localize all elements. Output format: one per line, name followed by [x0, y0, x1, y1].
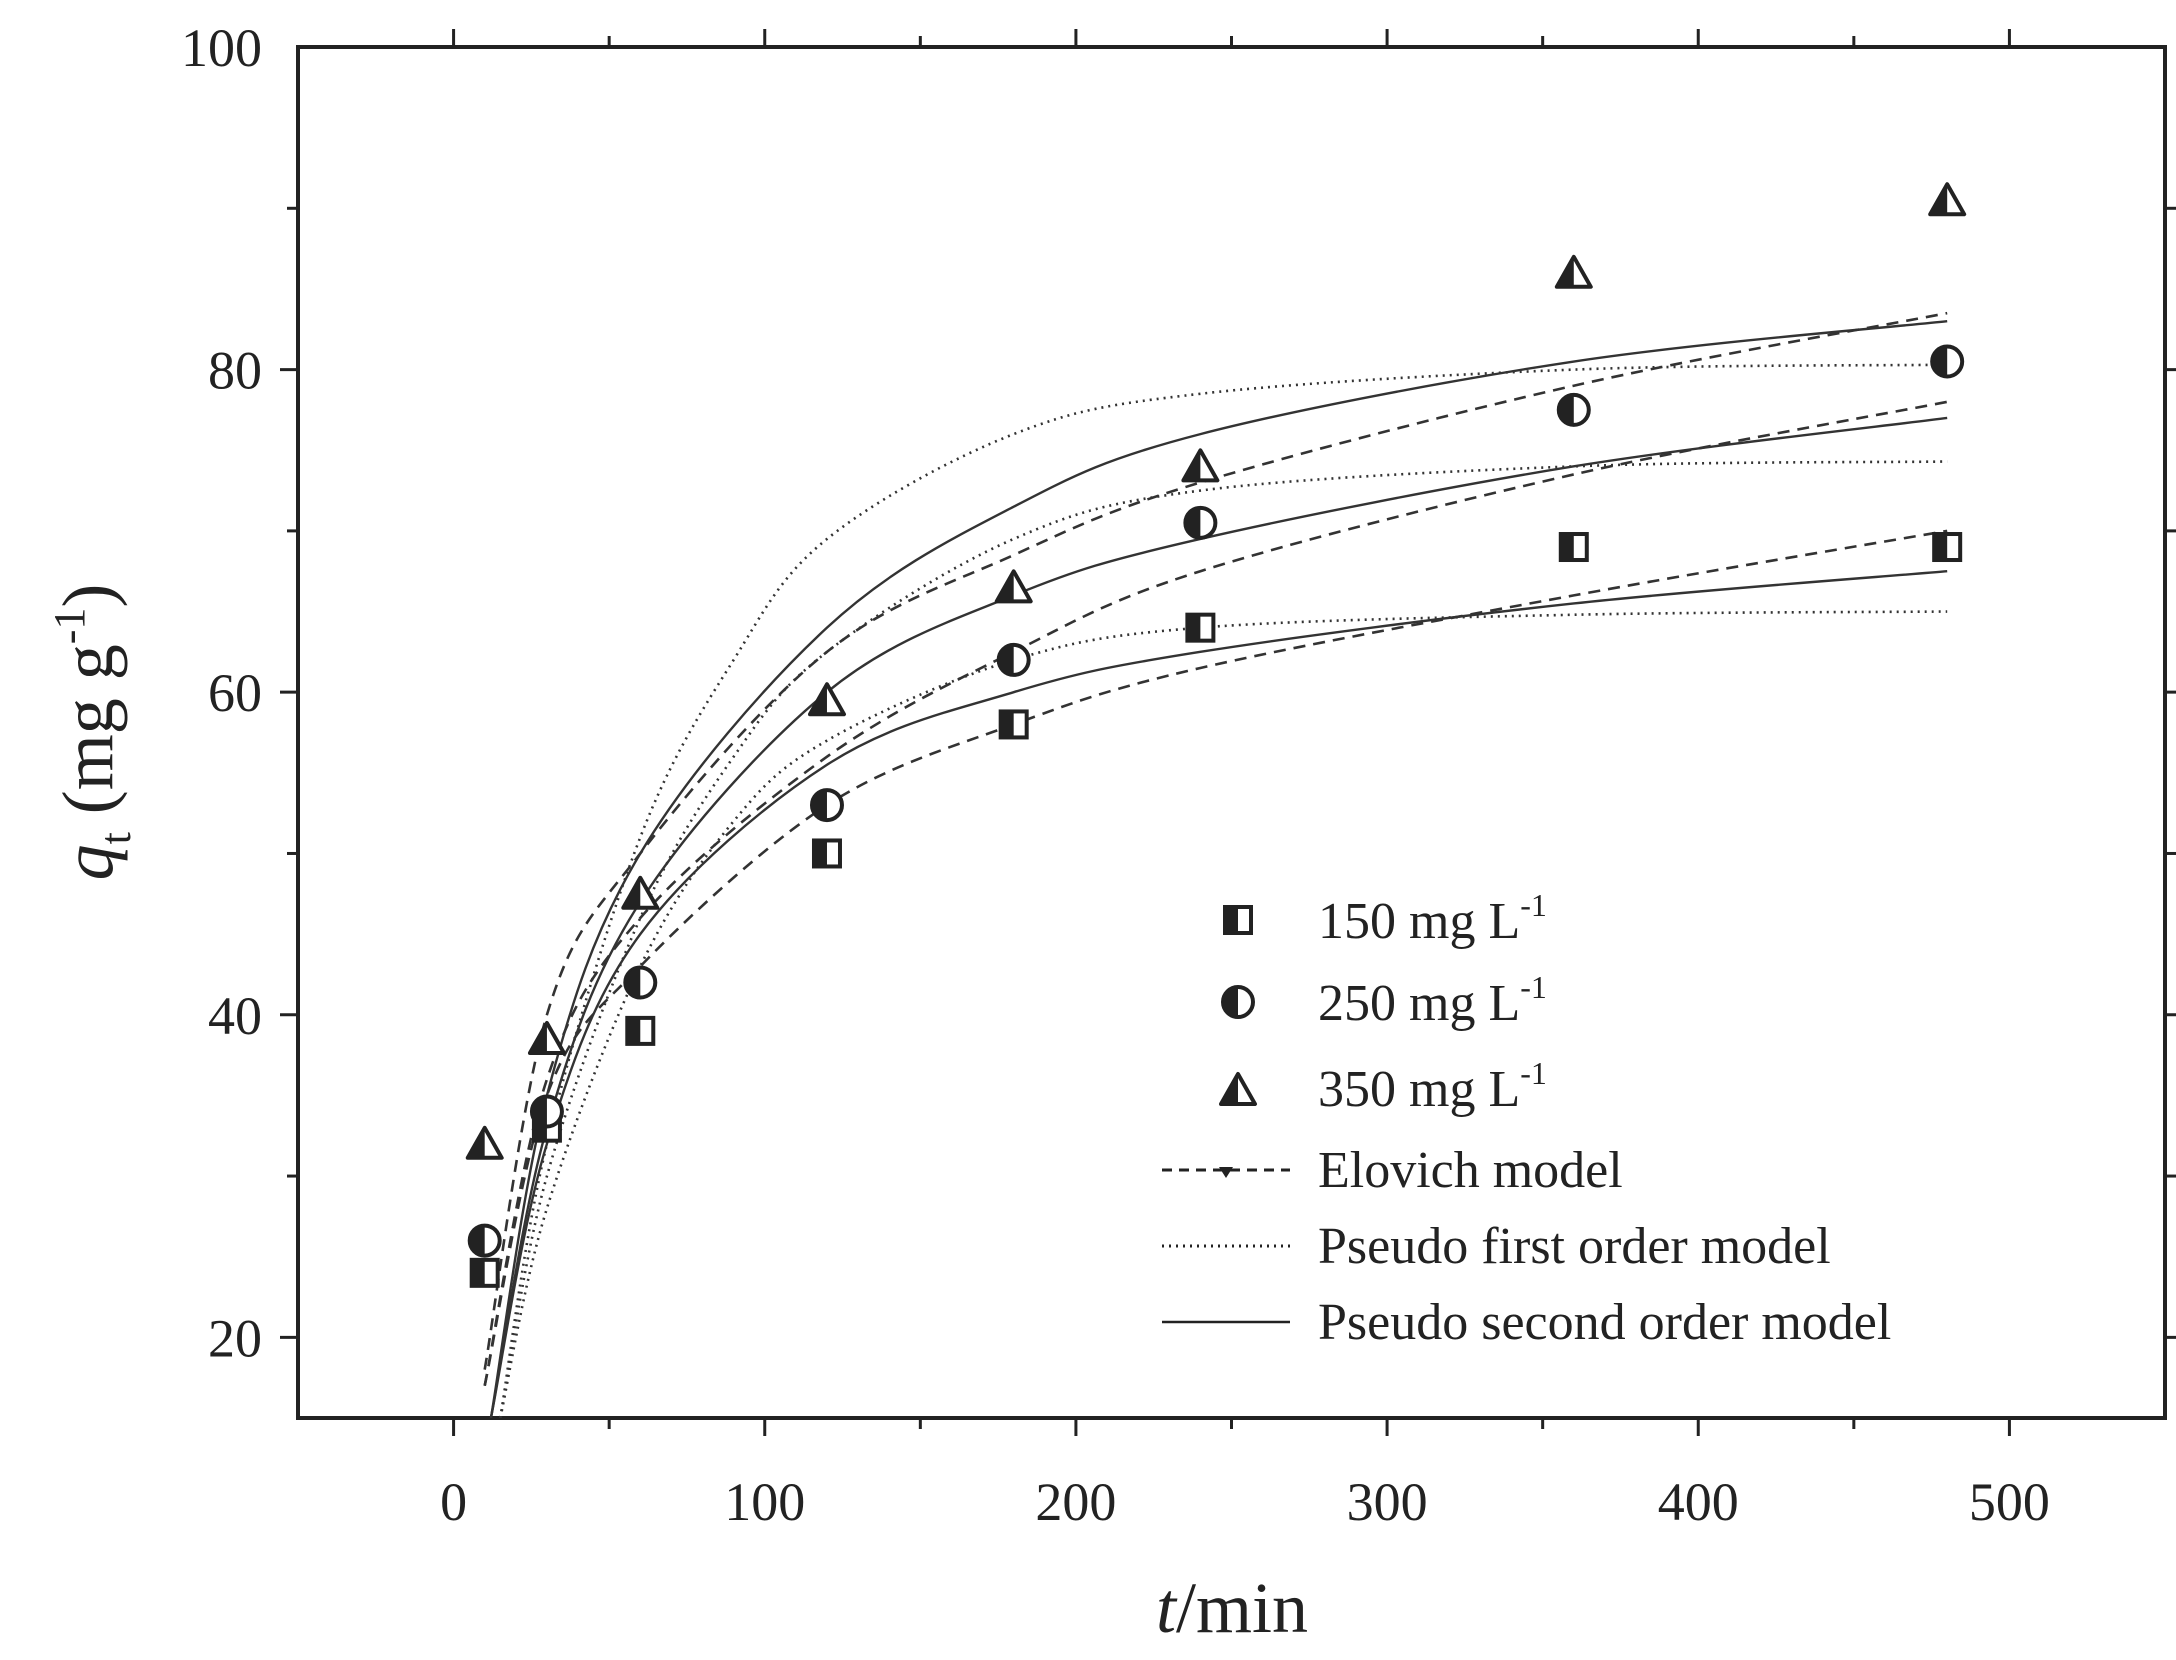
model-curve-dashed-2 [483, 400, 1948, 1386]
legend-entry-elovich: Elovich model [1162, 1142, 1623, 1199]
legend-label-350: 350 mg L-1 [1318, 1055, 1547, 1118]
x-tick-label-500: 500 [1969, 1472, 2050, 1532]
model-curve-solid-3 [489, 320, 1948, 1418]
x-tick-label-100: 100 [724, 1472, 805, 1532]
point-square-half-240 [1185, 612, 1216, 643]
legend-label-pfo: Pseudo first order model [1318, 1218, 1831, 1275]
x-tick-label-400: 400 [1658, 1472, 1739, 1532]
point-triangle-half-120 [807, 682, 846, 717]
x-axis-ticks: 0 100 200 300 400 500 [440, 29, 2050, 1532]
x-tick-label-300: 300 [1347, 1472, 1428, 1532]
point-circle-half-120 [809, 788, 844, 823]
legend: 150 mg L-1 250 mg L-1 350 mg L-1 Elovich… [1162, 887, 1891, 1351]
y-axis-title: qt (mg g-1) [45, 584, 140, 881]
model-curve-solid-1 [489, 570, 1948, 1418]
legend-marker-250 [1221, 985, 1255, 1019]
point-triangle-half-30 [527, 1020, 566, 1055]
model-curve-dotted-3 [498, 363, 1948, 1418]
y-tick-label-20: 20 [208, 1308, 262, 1368]
model-curves [483, 311, 1948, 1418]
legend-label-250: 250 mg L-1 [1318, 969, 1547, 1032]
legend-label-150: 150 mg L-1 [1318, 887, 1547, 950]
model-curve-dashed-3 [483, 311, 1948, 1370]
point-triangle-half-480 [1928, 182, 1967, 217]
point-triangle-half-240 [1181, 448, 1220, 483]
point-square-half-480 [1932, 532, 1963, 563]
model-curve-dotted-1 [498, 610, 1948, 1418]
x-tick-label-0: 0 [440, 1472, 467, 1532]
y-axis-ticks: 20 40 60 80 100 [181, 18, 2176, 1368]
point-circle-half-30 [529, 1094, 564, 1129]
legend-entry-pso: Pseudo second order model [1162, 1294, 1891, 1351]
legend-marker-350 [1219, 1072, 1257, 1106]
plot-frame [296, 45, 2167, 1420]
y-axis-title-italic: q [48, 844, 128, 880]
point-triangle-half-10 [465, 1125, 504, 1160]
data-markers [465, 182, 1967, 1288]
point-square-half-360 [1558, 532, 1589, 563]
model-curve-dashed-1 [483, 529, 1948, 1387]
point-circle-half-180 [996, 642, 1031, 677]
x-tick-label-200: 200 [1035, 1472, 1116, 1532]
y-axis-title-sup: -1 [45, 608, 94, 645]
point-circle-half-360 [1556, 392, 1591, 427]
legend-line-elovich-marker [1219, 1167, 1233, 1178]
y-tick-label-40: 40 [208, 986, 262, 1046]
x-axis-title: t/min [1156, 1568, 1308, 1648]
legend-entry-pfo: Pseudo first order model [1162, 1218, 1831, 1275]
point-triangle-half-60 [621, 875, 660, 910]
point-circle-half-240 [1183, 505, 1218, 540]
point-circle-half-60 [623, 965, 658, 1000]
point-square-half-10 [469, 1257, 500, 1288]
x-axis-title-italic: t [1156, 1568, 1178, 1648]
legend-label-pso: Pseudo second order model [1318, 1294, 1891, 1351]
y-tick-label-80: 80 [208, 341, 262, 401]
point-square-half-180 [998, 709, 1029, 740]
legend-entry-250: 250 mg L-1 [1221, 969, 1547, 1032]
x-axis-title-rest: /min [1176, 1568, 1308, 1648]
y-tick-label-60: 60 [208, 663, 262, 723]
point-triangle-half-180 [994, 569, 1033, 604]
legend-marker-150 [1223, 905, 1253, 935]
y-axis-title-close: ) [48, 584, 128, 608]
legend-label-elovich: Elovich model [1318, 1142, 1623, 1199]
point-square-half-120 [811, 838, 842, 869]
point-square-half-60 [625, 1015, 656, 1046]
point-circle-half-10 [467, 1223, 502, 1258]
point-triangle-half-360 [1554, 254, 1593, 289]
y-axis-title-rest: (mg g [48, 644, 128, 832]
y-axis-title-sub: t [91, 832, 140, 844]
point-circle-half-480 [1930, 344, 1965, 379]
y-tick-label-100: 100 [181, 18, 262, 78]
legend-entry-150: 150 mg L-1 [1223, 887, 1547, 950]
legend-entry-350: 350 mg L-1 [1219, 1055, 1547, 1118]
